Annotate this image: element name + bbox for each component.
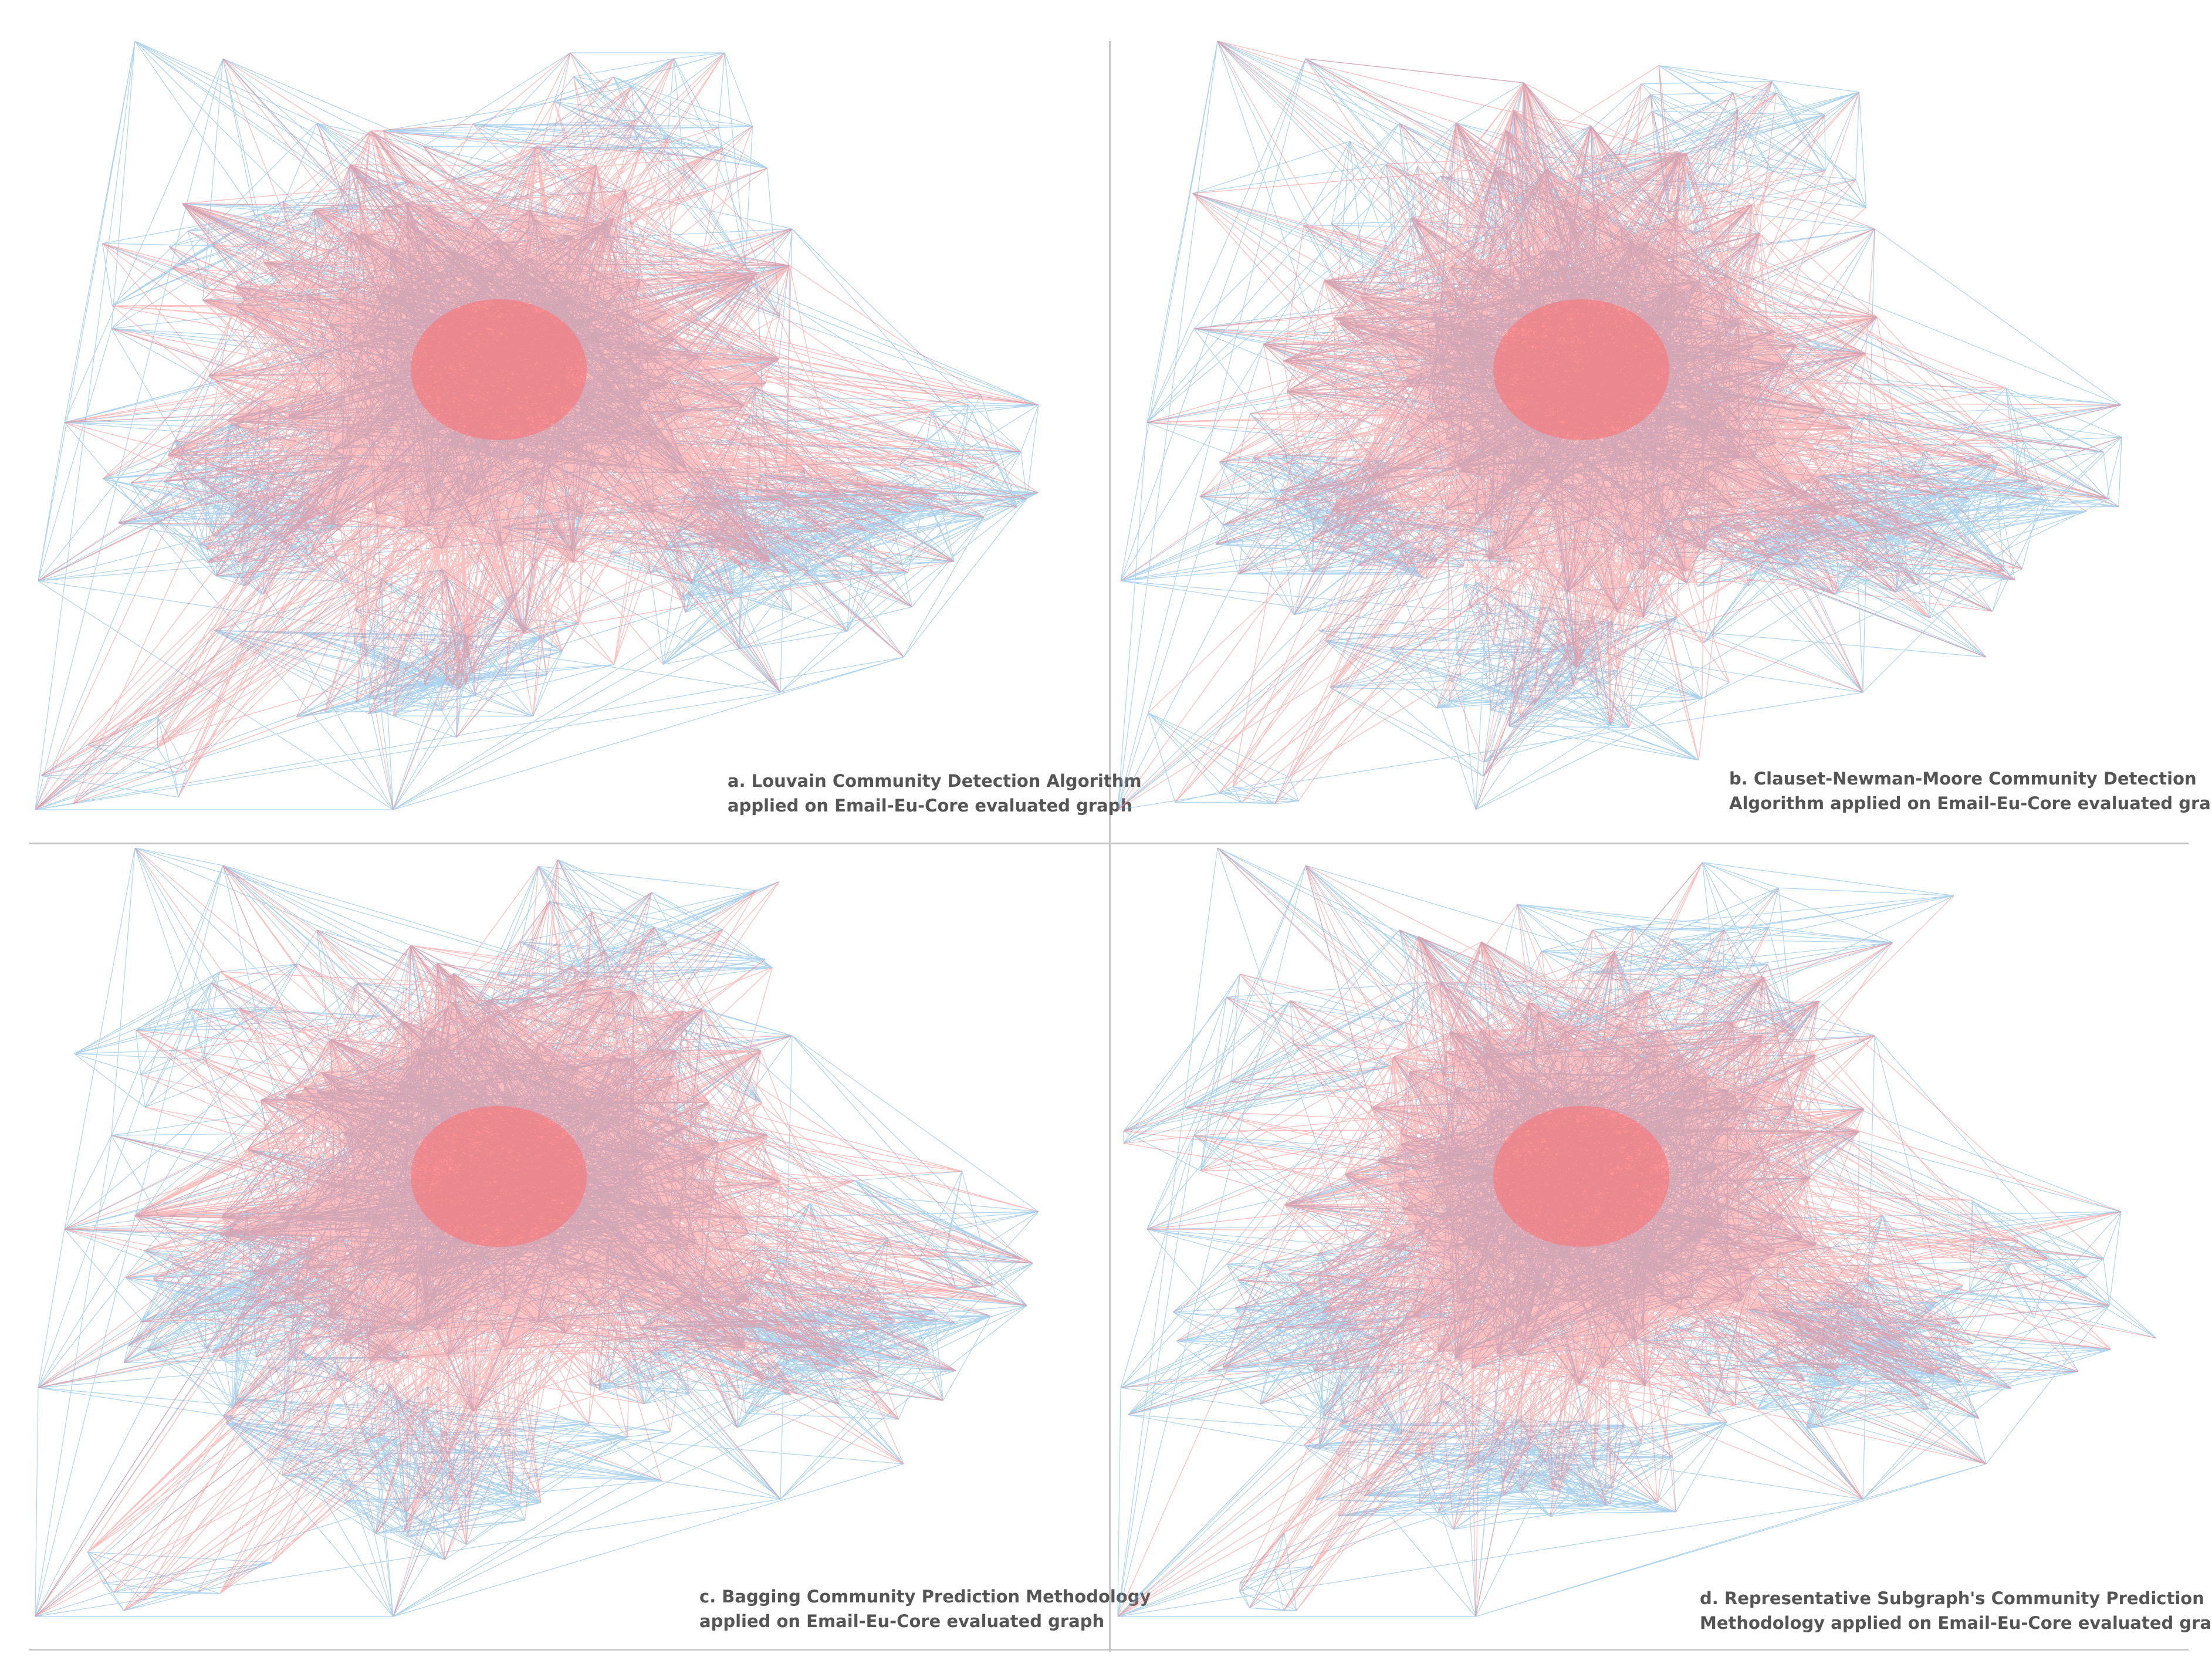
horizontal-divider-bottom <box>29 1649 2189 1651</box>
caption-c-line2: applied on Email-Eu-Core evaluated graph <box>699 1611 1105 1631</box>
caption-b-line1: b. Clauset-Newman-Moore Community Detect… <box>1729 769 2197 789</box>
panel-c: c. Bagging Community Prediction Methodol… <box>29 848 1151 1646</box>
red-edges <box>35 52 1039 810</box>
caption-a-line2: applied on Email-Eu-Core evaluated graph <box>728 796 1133 816</box>
network-graph-b <box>1117 41 2122 810</box>
dense-core <box>1493 1106 1669 1247</box>
network-graph-d <box>1117 848 2157 1617</box>
red-edge-path <box>1117 848 2157 1617</box>
network-graph-c <box>35 848 1039 1617</box>
caption-b: b. Clauset-Newman-Moore Community Detect… <box>1729 766 2212 816</box>
caption-d: d. Representative Subgraph's Community P… <box>1700 1586 2212 1635</box>
dense-core <box>411 299 587 440</box>
caption-b-line2: Algorithm applied on Email-Eu-Core evalu… <box>1729 793 2212 813</box>
horizontal-divider-middle <box>29 843 2189 844</box>
dense-core <box>1493 299 1669 440</box>
blue-edges <box>35 848 1039 1617</box>
caption-c: c. Bagging Community Prediction Methodol… <box>699 1584 1151 1634</box>
red-edges <box>1117 41 2122 810</box>
dense-core <box>411 1106 587 1247</box>
panel-a: a. Louvain Community Detection Algorithm… <box>29 41 1142 839</box>
caption-d-line2: Methodology applied on Email-Eu-Core eva… <box>1700 1613 2212 1633</box>
red-edges <box>35 848 1039 1617</box>
network-graph-a <box>35 41 1039 810</box>
caption-a: a. Louvain Community Detection Algorithm… <box>728 769 1142 818</box>
panel-d: d. Representative Subgraph's Community P… <box>1112 848 2212 1646</box>
caption-c-line1: c. Bagging Community Prediction Methodol… <box>699 1587 1151 1607</box>
panel-b: b. Clauset-Newman-Moore Community Detect… <box>1112 41 2212 839</box>
blue-edge-path <box>35 848 1039 1617</box>
caption-a-line1: a. Louvain Community Detection Algorithm <box>728 771 1142 791</box>
vertical-divider <box>1109 41 1111 1652</box>
red-edges <box>1117 848 2157 1617</box>
caption-d-line1: d. Representative Subgraph's Community P… <box>1700 1588 2204 1608</box>
